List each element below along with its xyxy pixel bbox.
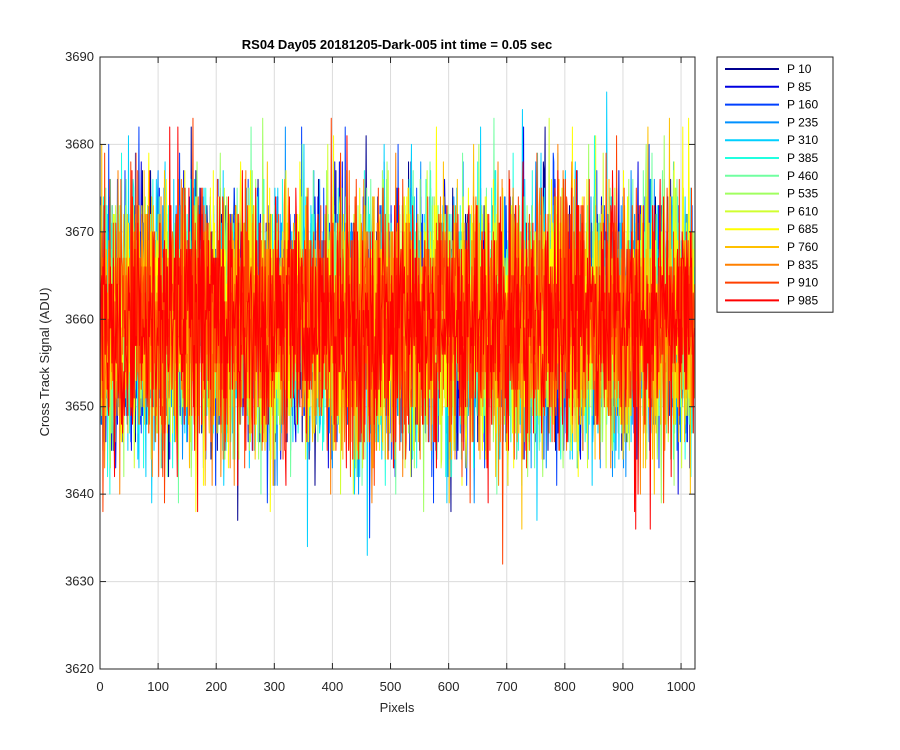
x-tick-label: 0: [96, 679, 103, 694]
legend-label: P 85: [787, 80, 812, 94]
legend-label: P 685: [787, 222, 818, 236]
y-tick-label: 3650: [65, 399, 94, 414]
y-tick-label: 3670: [65, 224, 94, 239]
x-axis-label: Pixels: [380, 700, 415, 715]
legend-label: P 385: [787, 151, 818, 165]
legend: P 10 P 85 P 160 P 235 P 310 P 385 P 460 P 535 P …: [716, 56, 834, 313]
legend-label: P 10: [787, 62, 812, 76]
legend-label: P 160: [787, 98, 818, 112]
y-tick-label: 3690: [65, 49, 94, 64]
legend-label: P 235: [787, 115, 818, 129]
x-tick-label: 600: [438, 679, 460, 694]
y-tick-label: 3680: [65, 136, 94, 151]
series-line-p985: [100, 126, 695, 530]
x-tick-label: 900: [612, 679, 634, 694]
legend-box: [716, 56, 834, 313]
ticks: 0 100 200 300 400 500 600 700 800 900 1000 3620 3630…: [65, 49, 695, 694]
y-tick-label: 3640: [65, 486, 94, 501]
plot-border: [99, 56, 696, 670]
legend-label: P 535: [787, 187, 818, 201]
legend-label: P 760: [787, 240, 818, 254]
legend-label: P 610: [787, 204, 818, 218]
axes: 0 100 200 300 400 500 600 700 800 900 1000 3620 3630…: [65, 49, 695, 694]
chart-title: RS04 Day05 20181205-Dark-005 int time = …: [242, 37, 552, 52]
x-tick-label: 800: [554, 679, 576, 694]
series-lines: [100, 91, 695, 565]
legend-label: P 460: [787, 169, 818, 183]
legend-label: P 985: [787, 293, 818, 307]
y-tick-label: 3660: [65, 311, 94, 326]
x-tick-label: 700: [496, 679, 518, 694]
legend-label: P 835: [787, 258, 818, 272]
legend-label: P 310: [787, 133, 818, 147]
x-tick-label: 500: [380, 679, 402, 694]
x-tick-label: 200: [205, 679, 227, 694]
x-tick-label: 100: [147, 679, 169, 694]
y-axis-label: Cross Track Signal (ADU): [37, 288, 52, 437]
y-tick-label: 3620: [65, 661, 94, 676]
x-tick-label: 1000: [667, 679, 696, 694]
y-tick-label: 3630: [65, 574, 94, 589]
x-tick-label: 300: [263, 679, 285, 694]
x-tick-label: 400: [322, 679, 344, 694]
legend-label: P 910: [787, 276, 818, 290]
